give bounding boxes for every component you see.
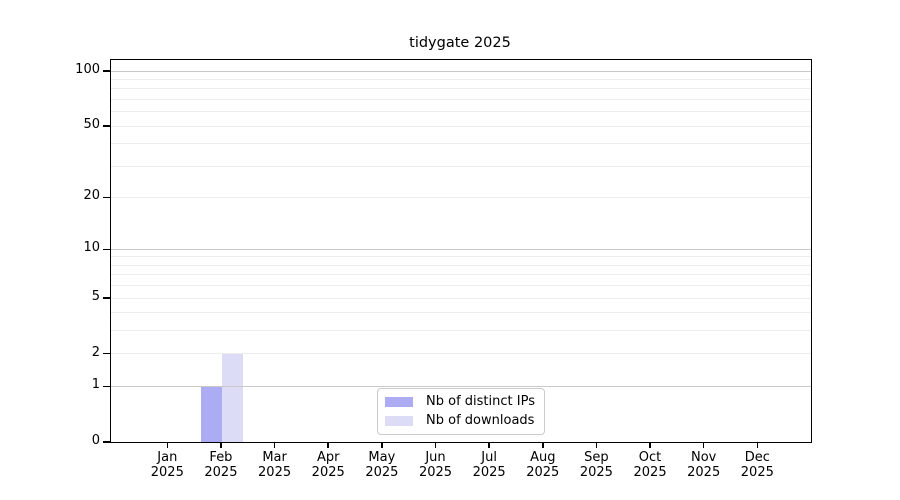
legend: Nb of distinct IPs Nb of downloads <box>377 388 545 435</box>
y-tick-label-2: 2 <box>91 344 100 360</box>
y-tick-label-0: 0 <box>91 433 100 448</box>
legend-swatch-downloads <box>385 416 414 426</box>
x-tick-label-feb: Feb 2025 <box>204 450 238 480</box>
x-tick-jul <box>488 442 490 448</box>
x-tick-label-jun: Jun 2025 <box>418 450 453 480</box>
x-tick-jun <box>434 442 437 448</box>
x-tick-dec <box>756 442 759 448</box>
x-tick-label-aug: Aug 2025 <box>526 450 560 480</box>
bar-distinct-ips-feb <box>200 386 222 442</box>
y-tick-label-50: 50 <box>83 117 100 133</box>
chart-title: tidygate 2025 <box>409 35 511 51</box>
legend-label-distinct-ips: Nb of distinct IPs <box>426 394 535 409</box>
legend-swatch-distinct-ips <box>385 397 414 407</box>
bar-downloads-feb <box>221 353 243 442</box>
x-tick-oct <box>649 442 651 448</box>
x-tick-label-nov: Nov 2025 <box>687 450 721 480</box>
x-tick-label-jan: Jan 2025 <box>150 450 184 480</box>
x-tick-sep <box>595 442 598 448</box>
x-tick-label-oct: Oct 2025 <box>633 450 667 480</box>
y-tick-100 <box>103 70 110 72</box>
x-tick-jan <box>166 442 169 448</box>
y-tick-label-5: 5 <box>91 289 100 304</box>
x-tick-label-dec: Dec 2025 <box>740 450 774 480</box>
y-tick-label-1: 1 <box>91 377 100 393</box>
y-tick-50 <box>103 125 110 127</box>
x-tick-label-apr: Apr 2025 <box>311 450 345 480</box>
y-tick-0 <box>103 441 110 443</box>
y-tick-5 <box>103 297 110 299</box>
plot-area: Nb of distinct IPs Nb of downloads <box>103 59 812 443</box>
x-tick-label-sep: Sep 2025 <box>579 450 613 480</box>
legend-label-downloads: Nb of downloads <box>426 413 535 428</box>
x-tick-mar <box>273 442 276 448</box>
y-tick-1 <box>103 385 110 388</box>
y-tick-label-10: 10 <box>83 240 100 256</box>
legend-row-downloads: Nb of downloads <box>385 414 535 428</box>
y-tick-10 <box>103 248 110 251</box>
bars-layer <box>111 60 811 442</box>
x-tick-apr <box>327 442 329 448</box>
legend-row-distinct-ips: Nb of distinct IPs <box>385 395 535 409</box>
x-tick-nov <box>702 442 705 448</box>
y-tick-label-20: 20 <box>83 188 100 204</box>
x-tick-feb <box>220 442 222 448</box>
x-tick-may <box>381 442 383 448</box>
y-tick-label-100: 100 <box>75 62 100 78</box>
y-tick-2 <box>103 352 110 355</box>
x-tick-aug <box>542 442 544 448</box>
x-tick-label-may: May 2025 <box>365 450 399 480</box>
x-tick-label-jul: Jul 2025 <box>472 450 506 480</box>
y-tick-20 <box>103 196 110 199</box>
x-tick-label-mar: Mar 2025 <box>258 450 292 480</box>
